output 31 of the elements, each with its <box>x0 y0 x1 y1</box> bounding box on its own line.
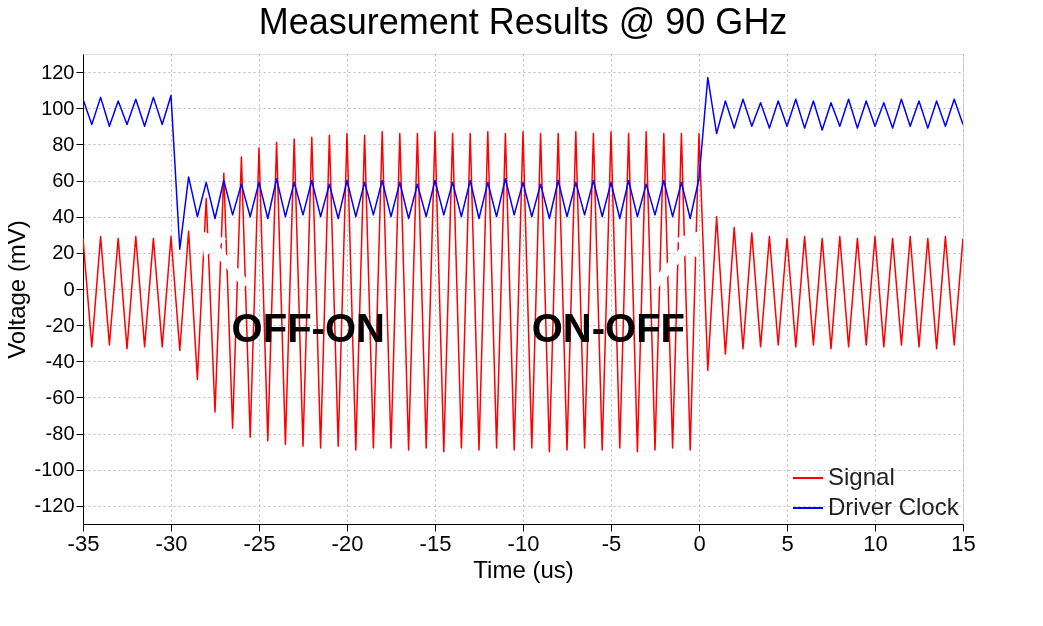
x-tick-label: 0 <box>693 530 706 556</box>
y-tick-label: -60 <box>45 385 75 408</box>
x-tick-label: -5 <box>601 530 622 556</box>
y-tick-label: -20 <box>45 313 75 336</box>
legend-label: Signal <box>828 463 895 490</box>
y-axis-title: Voltage (mV) <box>3 220 31 359</box>
y-tick-label: 40 <box>52 205 75 228</box>
y-tick-label: -100 <box>34 458 75 481</box>
y-tick-label: 80 <box>52 132 75 155</box>
line-series <box>83 130 963 453</box>
y-tick-label: 120 <box>41 60 75 83</box>
y-tick-label: 20 <box>52 241 75 264</box>
x-tick-label: -25 <box>243 530 276 556</box>
y-tick-label: 100 <box>41 96 75 119</box>
x-tick-label: -20 <box>331 530 364 556</box>
x-tick-label: -15 <box>419 530 452 556</box>
chart-title: Measurement Results @ 90 GHz <box>258 1 788 42</box>
legend-label: Driver Clock <box>828 493 960 520</box>
y-tick-label: -40 <box>45 349 75 372</box>
x-tick-label: 10 <box>863 530 888 556</box>
y-tick-label: 0 <box>63 277 75 300</box>
x-tick-label: -35 <box>67 530 100 556</box>
x-axis-title: Time (us) <box>473 555 574 583</box>
y-tick-label: -120 <box>34 494 75 517</box>
y-tick-label: -80 <box>45 422 75 445</box>
x-tick-label: -10 <box>507 530 540 556</box>
y-tick-label: 60 <box>52 169 75 192</box>
x-tick-label: 5 <box>781 530 794 556</box>
x-tick-label: 15 <box>951 530 976 556</box>
line-series <box>83 76 963 250</box>
x-tick-label: -30 <box>155 530 188 556</box>
